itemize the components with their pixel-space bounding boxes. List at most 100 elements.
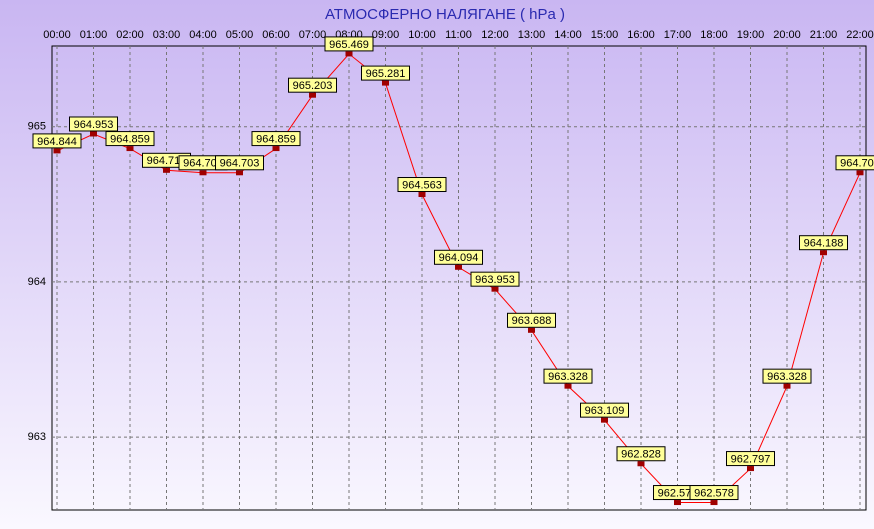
point xyxy=(90,131,97,137)
y-tick-label: 964 xyxy=(28,276,46,288)
label-box xyxy=(397,177,447,193)
label-box xyxy=(835,155,874,171)
point xyxy=(236,170,243,176)
label-box xyxy=(689,485,739,501)
value-label: 963.328 xyxy=(548,371,588,383)
value-label: 964.953 xyxy=(74,119,114,131)
data-label: 963.109 xyxy=(580,402,629,418)
x-tick-label: 21:00 xyxy=(810,29,838,41)
point xyxy=(199,170,207,176)
label-box xyxy=(215,155,264,171)
data-label: 962.797 xyxy=(726,451,775,467)
point xyxy=(126,146,134,152)
value-label: 964.703 xyxy=(183,158,223,170)
data-label: 962.578 xyxy=(689,485,739,501)
x-tick-label: 11:00 xyxy=(445,29,472,41)
value-label: 962.797 xyxy=(731,453,771,465)
point xyxy=(710,500,718,506)
value-label: 965.469 xyxy=(329,39,369,51)
point xyxy=(564,383,572,389)
point xyxy=(418,192,426,198)
label-box xyxy=(507,312,556,328)
value-label: 964.844 xyxy=(37,136,77,148)
point xyxy=(820,250,827,256)
label-box xyxy=(105,131,155,147)
x-tick-label: 22:00 xyxy=(846,29,874,41)
data-label: 962.828 xyxy=(616,446,666,462)
x-tick-label: 20:00 xyxy=(773,29,801,41)
label-box xyxy=(470,271,520,287)
data-label: 964.859 xyxy=(251,131,301,147)
value-label: 964.703 xyxy=(840,158,874,170)
point xyxy=(272,146,280,152)
data-label: 964.953 xyxy=(69,116,118,132)
data-label: 963.953 xyxy=(470,271,520,287)
point xyxy=(163,167,170,173)
x-tick-label: 07:00 xyxy=(299,29,327,41)
point xyxy=(528,327,535,333)
point xyxy=(674,500,681,506)
label-box xyxy=(288,77,337,93)
point xyxy=(491,286,499,292)
chart-title: АТМОСФЕРНО НАЛЯГАНЕ ( hPa ) xyxy=(325,6,565,23)
label-box xyxy=(580,402,629,418)
x-tick-label: 19:00 xyxy=(737,29,765,41)
label-box xyxy=(543,368,593,384)
value-label: 964.188 xyxy=(804,238,844,250)
value-label: 962.578 xyxy=(658,487,698,499)
x-tick-label: 12:00 xyxy=(481,29,509,41)
data-label: 964.844 xyxy=(32,133,82,149)
value-label: 964.094 xyxy=(439,252,479,264)
data-label: 964.094 xyxy=(434,249,483,265)
x-tick-label: 17:00 xyxy=(664,29,692,41)
point xyxy=(601,417,608,423)
x-tick-label: 18:00 xyxy=(700,29,728,41)
point xyxy=(455,264,462,270)
value-label: 963.688 xyxy=(512,315,552,327)
point xyxy=(856,170,864,176)
value-label: 962.578 xyxy=(694,487,734,499)
y-tick-label: 963 xyxy=(28,431,46,443)
label-box xyxy=(361,65,410,81)
x-tick-label: 09:00 xyxy=(372,29,400,41)
x-tick-label: 05:00 xyxy=(226,29,254,41)
x-tick-label: 00:00 xyxy=(43,29,71,41)
label-box xyxy=(32,133,82,149)
x-tick-label: 16:00 xyxy=(627,29,655,41)
value-label: 962.828 xyxy=(621,449,661,461)
label-box xyxy=(69,116,118,132)
data-label: 965.203 xyxy=(288,77,337,93)
value-label: 964.719 xyxy=(147,155,187,167)
value-label: 965.281 xyxy=(366,68,406,80)
label-box xyxy=(616,446,666,462)
point xyxy=(53,148,61,154)
label-box xyxy=(726,451,775,467)
label-box xyxy=(324,36,374,52)
data-label: 963.688 xyxy=(507,312,556,328)
point xyxy=(345,51,353,57)
x-tick-label: 15:00 xyxy=(591,29,619,41)
point xyxy=(747,466,754,472)
data-label: 965.469 xyxy=(324,36,374,52)
value-label: 963.109 xyxy=(585,405,625,417)
label-box xyxy=(762,368,812,384)
value-label: 963.328 xyxy=(767,371,807,383)
x-tick-label: 06:00 xyxy=(262,29,290,41)
label-box xyxy=(251,131,301,147)
value-label: 965.203 xyxy=(293,80,333,92)
value-label: 964.563 xyxy=(402,179,442,191)
point xyxy=(783,383,791,389)
x-tick-label: 03:00 xyxy=(153,29,181,41)
point xyxy=(309,92,316,98)
value-label: 964.859 xyxy=(110,133,150,145)
x-tick-label: 13:00 xyxy=(518,29,546,41)
x-tick-label: 04:00 xyxy=(189,29,217,41)
data-label: 963.328 xyxy=(762,368,812,384)
value-label: 964.859 xyxy=(256,133,296,145)
value-label: 964.703 xyxy=(220,158,260,170)
data-label: 964.703 xyxy=(835,155,874,171)
value-label: 963.953 xyxy=(475,274,515,286)
data-label: 965.281 xyxy=(361,65,410,81)
point xyxy=(382,80,389,86)
data-label: 964.188 xyxy=(799,235,848,251)
